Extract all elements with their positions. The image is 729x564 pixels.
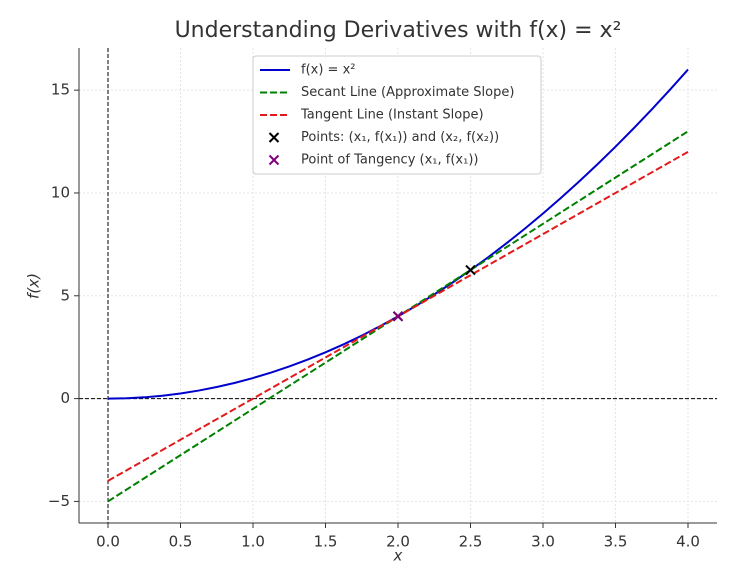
y-tick-label: 5 — [60, 286, 70, 304]
legend-label: Secant Line (Approximate Slope) — [301, 85, 514, 100]
x-tick-label: 0.0 — [96, 533, 120, 551]
x-tick-label: 2.5 — [459, 533, 483, 551]
x-tick-label: 1.5 — [314, 533, 338, 551]
x-tick-label: 3.5 — [604, 533, 628, 551]
chart-title: Understanding Derivatives with f(x) = x² — [175, 18, 622, 43]
y-tick-label: 10 — [51, 183, 70, 201]
x-tick-label: 4.0 — [676, 533, 700, 551]
y-tick-label: 15 — [51, 81, 70, 99]
legend-label: f(x) = x² — [301, 63, 355, 78]
x-axis-label: x — [393, 547, 403, 564]
legend-label: Tangent Line (Instant Slope) — [300, 108, 484, 123]
legend-marker — [268, 154, 280, 166]
marker — [465, 264, 476, 276]
x-tick-label: 2.0 — [386, 533, 410, 551]
y-tick-label: −5 — [48, 492, 70, 510]
legend: f(x) = x² Secant Line (Approximate Slope)… — [252, 55, 542, 175]
x-tick-label: 0.5 — [169, 533, 193, 551]
y-tick-label: 0 — [60, 389, 70, 407]
legend-marker — [268, 132, 280, 143]
x-tick-label: 3.0 — [531, 533, 555, 551]
y-axis-label: f(x) — [25, 273, 43, 299]
legend-label: Points: (x₁, f(x₁)) and (x₂, f(x₂)) — [301, 130, 499, 145]
x-tick-label: 1.0 — [241, 533, 265, 551]
legend-box — [252, 55, 542, 175]
legend-label: Point of Tangency (x₁, f(x₁)) — [301, 153, 478, 168]
marker — [392, 311, 404, 322]
